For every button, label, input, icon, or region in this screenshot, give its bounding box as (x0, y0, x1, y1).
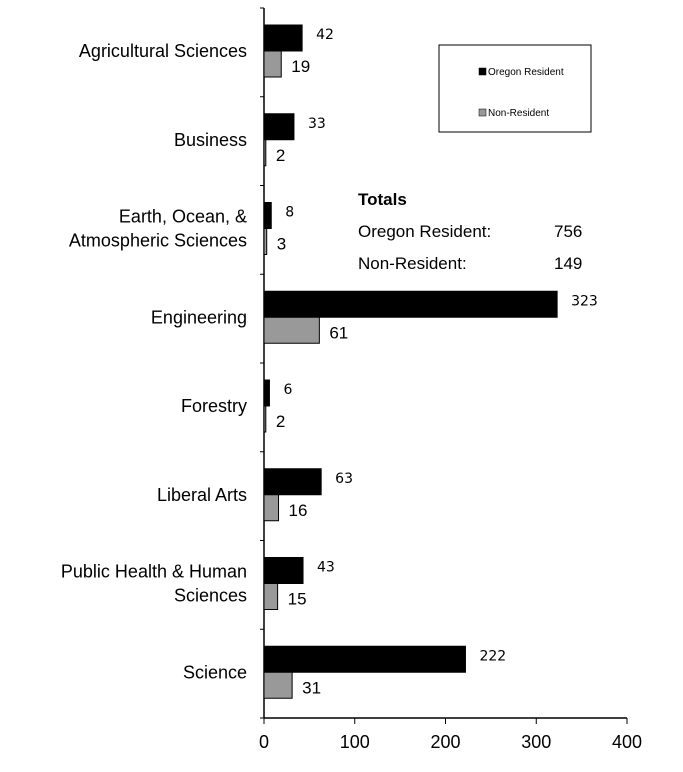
category-label: Sciences (174, 586, 247, 606)
category-labels: Agricultural Sciences Business Earth, Ocea… (61, 41, 247, 682)
totals-nonresident-label: Non-Resident: (358, 254, 467, 273)
legend-label-resident: Oregon Resident (488, 67, 564, 78)
data-label-resident: 42 (316, 27, 334, 43)
totals-resident-label: Oregon Resident: (358, 222, 491, 241)
bar-nonresident (263, 139, 267, 167)
data-label-nonresident: 15 (288, 590, 307, 609)
data-label-resident: 43 (317, 560, 335, 576)
bar-resident (263, 202, 272, 229)
legend-swatch-nonresident (478, 108, 487, 117)
bar-resident (263, 557, 304, 584)
category-label: Agricultural Sciences (79, 41, 247, 61)
legend-label-nonresident: Non-Resident (488, 108, 549, 119)
data-label-nonresident: 61 (329, 323, 348, 342)
x-tick-label: 200 (430, 732, 460, 752)
category-label: Earth, Ocean, & (119, 207, 247, 227)
bar-resident (263, 468, 322, 496)
data-label-nonresident: 2 (276, 146, 285, 165)
legend: Oregon Resident Non-Resident (438, 44, 592, 133)
data-label-resident: 222 (479, 648, 506, 664)
legend-frame (438, 44, 592, 133)
data-label-nonresident: 19 (291, 57, 310, 76)
bar-resident (263, 645, 466, 673)
bar-nonresident (263, 405, 267, 433)
data-label-nonresident: 31 (302, 678, 321, 697)
bar-resident (263, 290, 558, 318)
bar-resident (263, 379, 270, 407)
bar-nonresident (263, 228, 268, 255)
category-label: Atmospheric Sciences (69, 231, 247, 251)
x-tick-label: 0 (259, 732, 269, 752)
category-label: Business (174, 130, 247, 150)
bar-nonresident (263, 494, 280, 522)
category-label: Forestry (181, 396, 247, 416)
data-label-resident: 6 (283, 382, 292, 398)
data-label-resident: 33 (308, 116, 326, 132)
bar-nonresident (263, 50, 282, 78)
legend-swatch-resident (478, 67, 487, 76)
totals-title: Totals (358, 190, 407, 209)
totals-box: Totals Oregon Resident: 756 Non-Resident… (358, 190, 582, 273)
data-label-resident: 323 (571, 293, 598, 309)
x-tick-labels: 0 100 200 300 400 (259, 732, 642, 752)
data-label-resident: 8 (285, 205, 294, 221)
bar-nonresident (263, 316, 320, 344)
category-label: Liberal Arts (157, 485, 247, 505)
x-tick-label: 300 (521, 732, 551, 752)
data-label-nonresident: 3 (277, 235, 286, 254)
data-label-nonresident: 16 (289, 501, 308, 520)
x-tick-label: 100 (340, 732, 370, 752)
bar-nonresident (263, 583, 279, 610)
bar-resident (263, 24, 303, 52)
category-label: Science (183, 662, 247, 682)
x-tick-label: 400 (612, 732, 642, 752)
totals-nonresident-value: 149 (554, 254, 582, 273)
bar-resident (263, 113, 295, 141)
data-label-nonresident: 2 (276, 412, 285, 431)
category-label: Engineering (151, 307, 247, 327)
bar-nonresident (263, 671, 293, 699)
totals-resident-value: 756 (554, 222, 582, 241)
category-label: Public Health & Human (61, 562, 247, 582)
data-label-resident: 63 (335, 471, 353, 487)
